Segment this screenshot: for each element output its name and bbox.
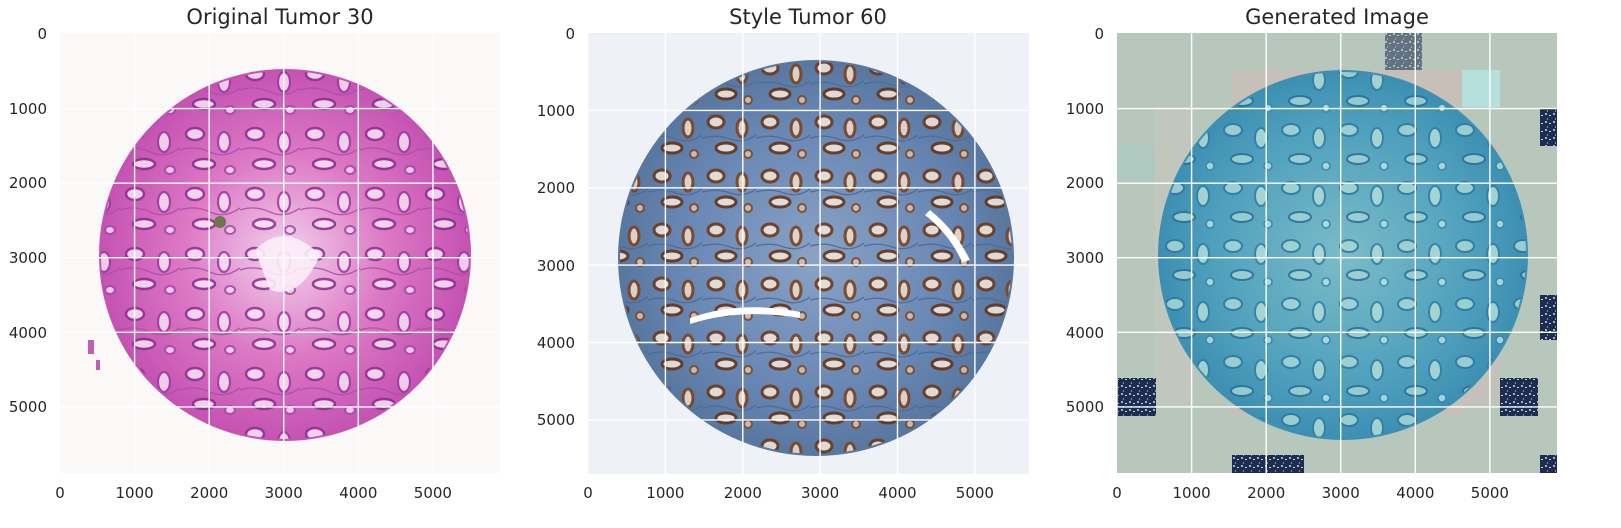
y-tick-label: 2000 [537,179,575,197]
noise-tile [1270,455,1304,473]
x-tick-label: 0 [55,484,65,502]
y-tick-label: 1000 [9,100,47,118]
x-tick-label: 5000 [1471,484,1509,502]
panel-generated-y-ticks: 0 1000 2000 3000 4000 5000 [1066,25,1104,416]
x-tick-label: 4000 [878,484,916,502]
noise-tile [1540,295,1557,340]
background-tile [1462,70,1500,107]
x-tick-label: 5000 [414,484,452,502]
x-tick-label: 0 [583,484,593,502]
panel-style-tissue-texture [620,62,1012,454]
panel-original-title: Original Tumor 30 [186,5,373,29]
x-tick-label: 5000 [956,484,994,502]
panel-style: Style Tumor 60 0 1000 2000 3000 4000 [537,5,1029,502]
y-tick-label: 0 [1094,25,1104,43]
panel-generated: Generated Image [1066,5,1557,502]
noise-tile [1385,33,1422,70]
panel-style-image [588,33,1029,474]
y-tick-label: 4000 [537,334,575,352]
noise-tile [1118,378,1156,416]
panel-original-x-ticks: 0 1000 2000 3000 4000 5000 [55,484,452,502]
x-tick-label: 4000 [1396,484,1434,502]
background-tile [1117,145,1155,182]
noise-tile [1540,108,1557,146]
y-tick-label: 3000 [537,257,575,275]
x-tick-label: 1000 [116,484,154,502]
panel-style-x-ticks: 0 1000 2000 3000 4000 5000 [583,484,994,502]
y-tick-label: 1000 [537,102,575,120]
x-tick-label: 4000 [339,484,377,502]
noise-tile [1540,455,1557,473]
y-tick-label: 0 [37,25,47,43]
y-tick-label: 5000 [537,411,575,429]
x-tick-label: 3000 [265,484,303,502]
y-tick-label: 4000 [1066,324,1104,342]
y-tick-label: 2000 [9,174,47,192]
y-tick-label: 3000 [1066,249,1104,267]
panel-original-fragment [96,360,100,370]
y-tick-label: 1000 [1066,100,1104,118]
panel-generated-tissue-texture [1160,72,1526,438]
x-tick-label: 2000 [1247,484,1285,502]
panel-original-y-ticks: 0 1000 2000 3000 4000 5000 [9,25,47,416]
y-tick-label: 0 [565,25,575,43]
x-tick-label: 1000 [1173,484,1211,502]
panel-original-dark-spot [214,216,226,228]
x-tick-label: 3000 [1322,484,1360,502]
panel-style-title: Style Tumor 60 [729,5,887,29]
x-tick-label: 2000 [190,484,228,502]
noise-tile [1500,378,1538,416]
x-tick-label: 1000 [646,484,684,502]
panel-generated-title: Generated Image [1245,5,1429,29]
y-tick-label: 2000 [1066,174,1104,192]
panel-generated-x-ticks: 0 1000 2000 3000 4000 5000 [1112,484,1509,502]
y-tick-label: 5000 [9,398,47,416]
x-tick-label: 2000 [724,484,762,502]
y-tick-label: 3000 [9,249,47,267]
panel-original-fragment [88,340,94,354]
x-tick-label: 0 [1112,484,1122,502]
x-tick-label: 3000 [801,484,839,502]
noise-tile [1232,455,1270,473]
panel-style-y-ticks: 0 1000 2000 3000 4000 5000 [537,25,575,429]
y-tick-label: 4000 [9,324,47,342]
y-tick-label: 5000 [1066,398,1104,416]
panel-original: Original Tumor 30 0 1000 2000 30 [9,5,500,502]
